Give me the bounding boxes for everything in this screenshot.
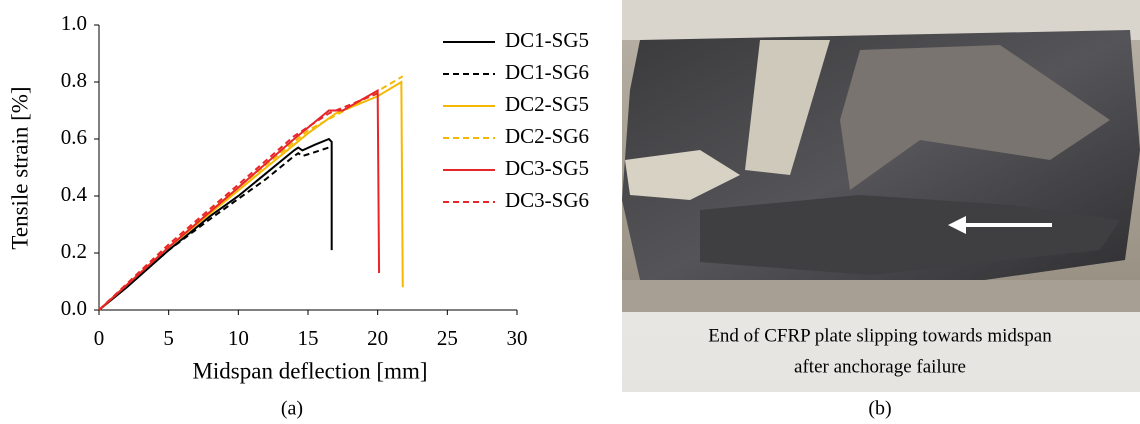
data-line [98, 75, 404, 311]
photo: End of CFRP plate slipping towards midsp… [622, 0, 1140, 392]
caption-box [622, 312, 1140, 392]
photo-plate [700, 195, 1120, 275]
x-tick-label: 5 [163, 326, 174, 350]
caption: after anchorage failure [794, 356, 966, 377]
x-tick-label: 0 [94, 326, 105, 350]
caption: End of CFRP plate slipping towards midsp… [708, 325, 1052, 346]
x-tick-label: 15 [298, 326, 319, 350]
y-tick-label: 0.8 [61, 68, 87, 92]
x-axis-label: Midspan deflection [mm] [192, 358, 427, 383]
data-line [98, 80, 404, 311]
data-line [98, 88, 381, 311]
x-tick-label: 30 [507, 326, 528, 350]
data-line [98, 137, 333, 311]
legend-label: DC3-SG5 [505, 156, 589, 180]
y-axis-label: Tensile strain [%] [7, 86, 32, 249]
panel-label: (a) [281, 398, 303, 420]
y-tick-label: 0.0 [61, 296, 87, 320]
legend-label: DC2-SG6 [505, 124, 589, 148]
data-line [98, 146, 332, 311]
legend-label: DC2-SG5 [505, 92, 589, 116]
x-tick-label: 25 [437, 326, 458, 350]
photo-patch [625, 150, 740, 200]
legend-label: DC3-SG6 [505, 188, 589, 212]
x-tick-label: 10 [228, 326, 249, 350]
legend-label: DC1-SG6 [505, 60, 589, 84]
arrow-head [948, 216, 966, 234]
photo-floor [622, 280, 1140, 312]
data-line [98, 92, 379, 311]
panel-label: (b) [868, 398, 891, 420]
legend-label: DC1-SG5 [505, 28, 589, 52]
x-tick-label: 20 [367, 326, 388, 350]
y-tick-label: 0.6 [61, 125, 87, 149]
y-tick-label: 0.2 [61, 239, 87, 263]
y-tick-label: 0.4 [61, 182, 88, 206]
photo-patch [745, 40, 830, 175]
y-tick-label: 1.0 [61, 11, 87, 35]
photo-patch [840, 45, 1110, 190]
